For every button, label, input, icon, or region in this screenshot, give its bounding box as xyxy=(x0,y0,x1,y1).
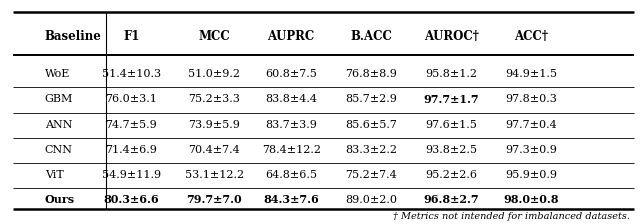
Text: 76.8±8.9: 76.8±8.9 xyxy=(345,69,397,79)
Text: AUPRC: AUPRC xyxy=(268,30,315,43)
Text: 95.9±0.9: 95.9±0.9 xyxy=(505,170,557,180)
Text: 93.8±2.5: 93.8±2.5 xyxy=(425,145,477,155)
Text: MCC: MCC xyxy=(198,30,230,43)
Text: 83.8±4.4: 83.8±4.4 xyxy=(265,95,317,104)
Text: B.ACC: B.ACC xyxy=(350,30,392,43)
Text: 83.3±2.2: 83.3±2.2 xyxy=(345,145,397,155)
Text: 85.7±2.9: 85.7±2.9 xyxy=(345,95,397,104)
Text: WoE: WoE xyxy=(45,69,70,79)
Text: 95.2±2.6: 95.2±2.6 xyxy=(425,170,477,180)
Text: 95.8±1.2: 95.8±1.2 xyxy=(425,69,477,79)
Text: ViT: ViT xyxy=(45,170,63,180)
Text: 97.6±1.5: 97.6±1.5 xyxy=(425,120,477,129)
Text: 97.7±1.7: 97.7±1.7 xyxy=(424,94,479,105)
Text: 78.4±12.2: 78.4±12.2 xyxy=(262,145,321,155)
Text: 97.3±0.9: 97.3±0.9 xyxy=(505,145,557,155)
Text: 83.7±3.9: 83.7±3.9 xyxy=(265,120,317,129)
Text: Ours: Ours xyxy=(45,194,75,205)
Text: 89.0±2.0: 89.0±2.0 xyxy=(345,195,397,205)
Text: CNN: CNN xyxy=(45,145,73,155)
Text: 80.3±6.6: 80.3±6.6 xyxy=(104,194,159,205)
Text: 71.4±6.9: 71.4±6.9 xyxy=(105,145,157,155)
Text: 73.9±5.9: 73.9±5.9 xyxy=(188,120,241,129)
Text: 76.0±3.1: 76.0±3.1 xyxy=(105,95,157,104)
Text: 70.4±7.4: 70.4±7.4 xyxy=(189,145,240,155)
Text: 74.7±5.9: 74.7±5.9 xyxy=(106,120,157,129)
Text: ANN: ANN xyxy=(45,120,72,129)
Text: † Metrics not intended for imbalanced datasets.: † Metrics not intended for imbalanced da… xyxy=(394,212,630,221)
Text: Baseline: Baseline xyxy=(45,30,102,43)
Text: 51.4±10.3: 51.4±10.3 xyxy=(102,69,161,79)
Text: 64.8±6.5: 64.8±6.5 xyxy=(265,170,317,180)
Text: 94.9±1.5: 94.9±1.5 xyxy=(505,69,557,79)
Text: F1: F1 xyxy=(123,30,140,43)
Text: 51.0±9.2: 51.0±9.2 xyxy=(188,69,241,79)
Text: GBM: GBM xyxy=(45,95,73,104)
Text: 98.0±0.8: 98.0±0.8 xyxy=(504,194,559,205)
Text: 75.2±7.4: 75.2±7.4 xyxy=(346,170,397,180)
Text: 75.2±3.3: 75.2±3.3 xyxy=(188,95,241,104)
Text: ACC†: ACC† xyxy=(514,30,548,43)
Text: 96.8±2.7: 96.8±2.7 xyxy=(424,194,479,205)
Text: 53.1±12.2: 53.1±12.2 xyxy=(185,170,244,180)
Text: 84.3±7.6: 84.3±7.6 xyxy=(263,194,319,205)
Text: 85.6±5.7: 85.6±5.7 xyxy=(345,120,397,129)
Text: 79.7±7.0: 79.7±7.0 xyxy=(187,194,242,205)
Text: 60.8±7.5: 60.8±7.5 xyxy=(265,69,317,79)
Text: AUROC†: AUROC† xyxy=(424,30,479,43)
Text: 97.8±0.3: 97.8±0.3 xyxy=(505,95,557,104)
Text: 97.7±0.4: 97.7±0.4 xyxy=(506,120,557,129)
Text: 54.9±11.9: 54.9±11.9 xyxy=(102,170,161,180)
